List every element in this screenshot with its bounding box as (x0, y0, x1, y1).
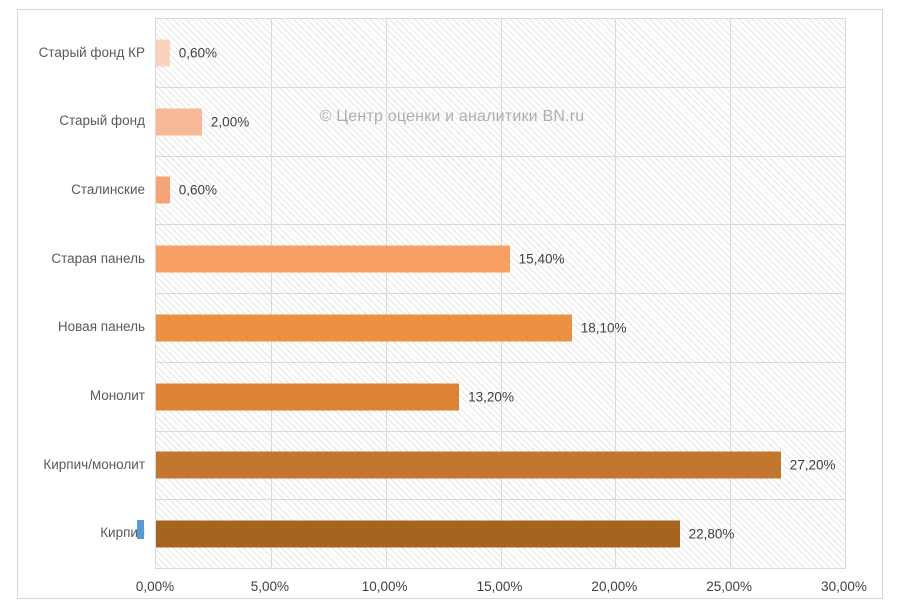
bar (156, 520, 680, 548)
category-band: 0,60% (156, 157, 845, 226)
category-labels: Старый фонд КР Старый фонд Сталинские Стара… (18, 18, 145, 567)
value-label: 13,20% (468, 389, 514, 405)
x-tick-label: 10,00% (361, 579, 408, 594)
category-band: 15,40% (156, 225, 845, 294)
value-label: 27,20% (789, 457, 836, 473)
category-label: Старый фонд (59, 113, 145, 129)
value-label: 22,80% (688, 526, 735, 542)
value-label: 18,10% (580, 320, 627, 336)
bar (156, 39, 170, 67)
category-label: Монолит (89, 387, 145, 403)
category-label: Кирпич (100, 525, 145, 541)
bar (156, 245, 510, 273)
chart-frame: Старый фонд КР Старый фонд Сталинские Стара… (17, 9, 883, 599)
blue-artifact-marker (137, 520, 144, 539)
x-tick-label: 0,00% (135, 579, 175, 594)
value-label: 0,60% (178, 182, 218, 198)
bar (156, 314, 572, 342)
watermark: © Центр оценки и аналитики BN.ru (319, 108, 585, 125)
x-tick-label: 15,00% (476, 579, 523, 594)
bar (156, 176, 170, 204)
plot-area: 0,60% 2,00% 0,60% 15,40% 18,10% 13,20% 27,20% 2… (155, 18, 846, 569)
category-label: Старый фонд КР (38, 44, 145, 60)
category-band: 13,20% (156, 363, 845, 432)
category-band: 18,10% (156, 294, 845, 363)
category-label: Новая панель (57, 319, 145, 335)
category-band: 22,80% (156, 500, 845, 568)
x-tick-label: 25,00% (706, 579, 753, 594)
category-band: 0,60% (156, 19, 845, 88)
x-tick-label: 5,00% (250, 579, 289, 594)
category-label: Кирпич/монолит (43, 456, 145, 472)
bar (156, 451, 781, 479)
category-label: Сталинские (71, 182, 145, 198)
category-label: Старая панель (51, 250, 145, 266)
x-tick-label: 30,00% (821, 579, 867, 594)
bar (156, 108, 202, 136)
bands: 0,60% 2,00% 0,60% 15,40% 18,10% 13,20% 27,20% 2… (156, 19, 845, 568)
value-label: 15,40% (518, 251, 565, 267)
bar (156, 383, 460, 411)
value-label: 0,60% (178, 45, 218, 61)
category-band: 2,00% (156, 88, 845, 157)
value-label: 2,00% (210, 114, 250, 130)
category-band: 27,20% (156, 432, 845, 501)
x-axis: 0,00% 5,00% 10,00% 15,00% 20,00% 25,00% 30,00% (136, 578, 867, 596)
x-tick-label: 20,00% (591, 579, 638, 594)
